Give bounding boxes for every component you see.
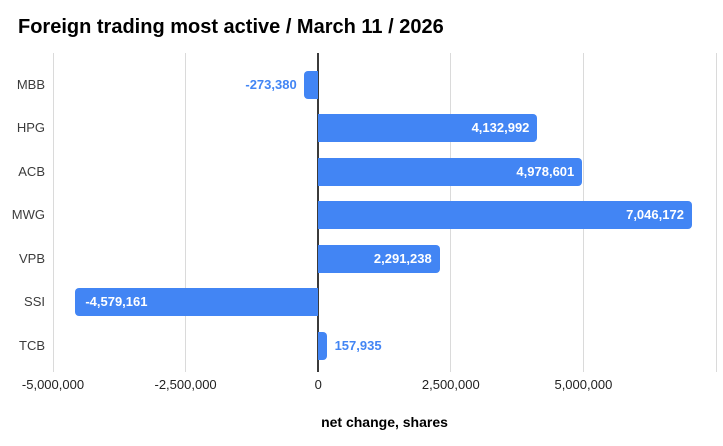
x-tick-label: 2,500,000 — [421, 377, 480, 392]
plot-area: -273,380 4,132,992 4,978,601 7,046,172 2,291… — [52, 53, 717, 372]
bar-value-label: 157,935 — [334, 337, 382, 353]
bar-value-label: 2,291,238 — [373, 250, 432, 266]
gridline — [52, 53, 54, 372]
category-label-ssi: SSI — [24, 294, 45, 310]
x-tick-label: 5,000,000 — [554, 377, 613, 392]
category-label-tcb: TCB — [19, 337, 45, 353]
gridline — [715, 53, 717, 372]
bar-value-label: -273,380 — [245, 76, 297, 92]
bar-hpg — [318, 114, 538, 143]
category-label-mbb: MBB — [16, 76, 45, 92]
gridline — [185, 53, 187, 372]
x-tick-label: 0 — [314, 377, 322, 392]
bar-tcb — [318, 331, 327, 360]
category-label-mwg: MWG — [11, 207, 45, 223]
bar-value-label: -4,579,161 — [85, 294, 148, 310]
bar-ssi — [75, 288, 319, 317]
bar-mbb — [303, 70, 319, 99]
category-label-vpb: VPB — [18, 250, 45, 266]
bar-value-label: 7,046,172 — [626, 207, 684, 223]
bar-mwg — [318, 201, 692, 230]
category-label-acb: ACB — [18, 163, 45, 179]
bar-value-label: 4,978,601 — [516, 163, 575, 179]
x-axis-title: net change, shares — [321, 414, 448, 430]
chart-title: Foreign trading most active / March 11 /… — [18, 16, 444, 38]
bar-value-label: 4,132,992 — [471, 120, 530, 136]
bar-acb — [318, 157, 583, 186]
bar-vpb — [318, 244, 440, 273]
x-tick-label: -2,500,000 — [154, 377, 217, 392]
x-tick-label: -5,000,000 — [21, 377, 85, 392]
category-label-hpg: HPG — [16, 120, 45, 136]
